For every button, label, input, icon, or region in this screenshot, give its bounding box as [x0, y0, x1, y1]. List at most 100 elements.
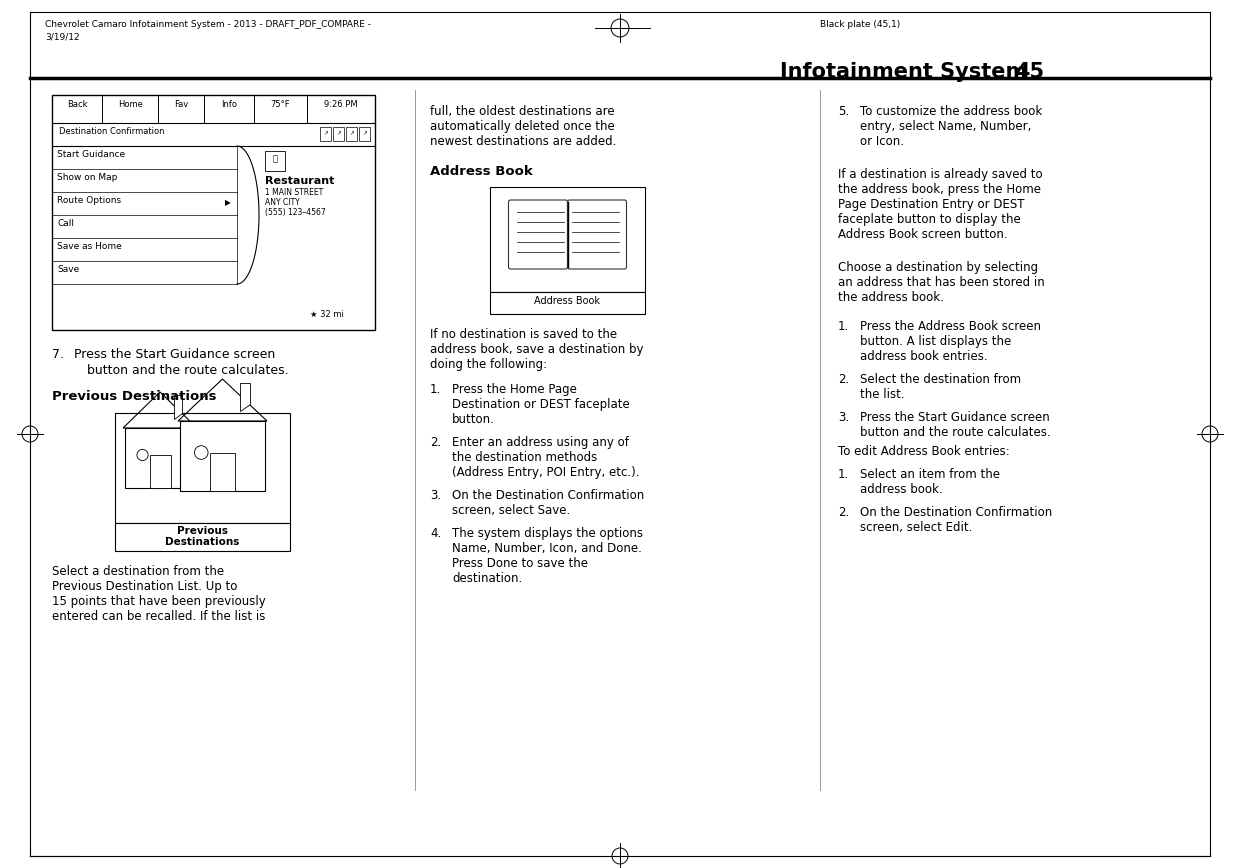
Text: Destination Confirmation: Destination Confirmation: [60, 127, 165, 136]
Text: ⚿: ⚿: [273, 154, 278, 163]
Text: On the Destination Confirmation: On the Destination Confirmation: [861, 506, 1053, 519]
Bar: [490, 187, 645, 292]
Text: Address Book: Address Book: [430, 165, 533, 178]
Text: full, the oldest destinations are: full, the oldest destinations are: [430, 105, 615, 118]
Text: Previous: Previous: [177, 526, 228, 536]
Text: address book entries.: address book entries.: [861, 350, 987, 363]
Text: ↗: ↗: [336, 131, 341, 136]
Bar: [210, 452, 236, 491]
Text: Address Book screen button.: Address Book screen button.: [838, 228, 1008, 241]
Text: button and the route calculates.: button and the route calculates.: [87, 364, 289, 377]
Bar: [115, 523, 290, 551]
Text: Black plate (45,1): Black plate (45,1): [820, 20, 900, 29]
Text: 9:26 PM: 9:26 PM: [324, 100, 357, 109]
Text: screen, select Save.: screen, select Save.: [453, 504, 570, 517]
Bar: [115, 413, 290, 523]
Text: address book, save a destination by: address book, save a destination by: [430, 343, 644, 356]
Text: the destination methods: the destination methods: [453, 451, 598, 464]
Text: the list.: the list.: [861, 388, 905, 401]
Bar: [150, 455, 171, 488]
Bar: [490, 292, 645, 314]
Text: To edit Address Book entries:: To edit Address Book entries:: [838, 445, 1009, 458]
Text: Fav: Fav: [174, 100, 188, 109]
Text: Save as Home: Save as Home: [57, 242, 122, 251]
Text: Save: Save: [57, 265, 79, 274]
Text: Press the Start Guidance screen: Press the Start Guidance screen: [861, 411, 1050, 424]
Text: entered can be recalled. If the list is: entered can be recalled. If the list is: [52, 610, 265, 623]
Text: Press the Start Guidance screen: Press the Start Guidance screen: [74, 348, 275, 361]
Text: Press Done to save the: Press Done to save the: [453, 557, 588, 570]
Text: (555) 123–4567: (555) 123–4567: [265, 208, 326, 217]
Text: The system displays the options: The system displays the options: [453, 527, 644, 540]
Text: 3.: 3.: [838, 411, 849, 424]
Text: address book.: address book.: [861, 483, 942, 496]
Text: button. A list displays the: button. A list displays the: [861, 335, 1012, 348]
Text: 1.: 1.: [838, 320, 849, 333]
Text: destination.: destination.: [453, 572, 522, 585]
Text: 1.: 1.: [838, 468, 849, 481]
Text: Name, Number, Icon, and Done.: Name, Number, Icon, and Done.: [453, 542, 642, 555]
Text: doing the following:: doing the following:: [430, 358, 547, 371]
Text: Show on Map: Show on Map: [57, 173, 118, 182]
Text: Chevrolet Camaro Infotainment System - 2013 - DRAFT_PDF_COMPARE -: Chevrolet Camaro Infotainment System - 2…: [45, 20, 371, 29]
Text: 7.: 7.: [52, 348, 64, 361]
Polygon shape: [174, 395, 182, 419]
FancyBboxPatch shape: [568, 200, 626, 269]
Text: Choose a destination by selecting: Choose a destination by selecting: [838, 261, 1038, 274]
Text: To customize the address book: To customize the address book: [861, 105, 1043, 118]
Text: Start Guidance: Start Guidance: [57, 150, 125, 159]
Text: the address book, press the Home: the address book, press the Home: [838, 183, 1042, 196]
Bar: [180, 421, 265, 491]
Text: ANY CITY: ANY CITY: [265, 198, 300, 207]
Text: Previous Destination List. Up to: Previous Destination List. Up to: [52, 580, 237, 593]
Text: Home: Home: [118, 100, 143, 109]
Text: Restaurant: Restaurant: [265, 176, 335, 186]
Text: Call: Call: [57, 219, 74, 228]
Text: 15 points that have been previously: 15 points that have been previously: [52, 595, 265, 608]
Text: automatically deleted once the: automatically deleted once the: [430, 120, 615, 133]
Text: Press the Home Page: Press the Home Page: [453, 383, 577, 396]
Text: 75°F: 75°F: [270, 100, 290, 109]
Text: Select the destination from: Select the destination from: [861, 373, 1021, 386]
Text: button and the route calculates.: button and the route calculates.: [861, 426, 1050, 439]
Text: Enter an address using any of: Enter an address using any of: [453, 436, 629, 449]
Text: Info: Info: [221, 100, 237, 109]
Text: ↗: ↗: [324, 131, 327, 136]
Bar: [360, 127, 370, 141]
Text: ★ 32 mi: ★ 32 mi: [310, 310, 343, 319]
Text: On the Destination Confirmation: On the Destination Confirmation: [453, 489, 645, 502]
Text: screen, select Edit.: screen, select Edit.: [861, 521, 972, 534]
Text: the address book.: the address book.: [838, 291, 944, 304]
Text: 1 MAIN STREET: 1 MAIN STREET: [265, 188, 324, 197]
Text: Select an item from the: Select an item from the: [861, 468, 999, 481]
Text: Route Options: Route Options: [57, 196, 122, 205]
Text: entry, select Name, Number,: entry, select Name, Number,: [861, 120, 1032, 133]
Text: 45: 45: [1016, 62, 1044, 82]
Bar: [265, 151, 285, 171]
Text: (Address Entry, POI Entry, etc.).: (Address Entry, POI Entry, etc.).: [453, 466, 640, 479]
Text: Address Book: Address Book: [534, 296, 600, 306]
Text: Destinations: Destinations: [165, 537, 239, 547]
Text: ▶: ▶: [224, 198, 231, 207]
Text: If a destination is already saved to: If a destination is already saved to: [838, 168, 1043, 181]
Text: Previous Destinations: Previous Destinations: [52, 390, 217, 403]
FancyBboxPatch shape: [508, 200, 568, 269]
Text: Select a destination from the: Select a destination from the: [52, 565, 224, 578]
Text: faceplate button to display the: faceplate button to display the: [838, 213, 1021, 226]
Text: 2.: 2.: [430, 436, 441, 449]
Text: ↗: ↗: [350, 131, 353, 136]
Polygon shape: [239, 383, 249, 411]
Text: Page Destination Entry or DEST: Page Destination Entry or DEST: [838, 198, 1024, 211]
Bar: [320, 127, 331, 141]
Text: Press the Address Book screen: Press the Address Book screen: [861, 320, 1042, 333]
Text: 4.: 4.: [430, 527, 441, 540]
Text: Infotainment System: Infotainment System: [780, 62, 1027, 82]
Text: Back: Back: [67, 100, 87, 109]
Text: 3/19/12: 3/19/12: [45, 32, 79, 41]
Text: ↗: ↗: [362, 131, 367, 136]
Text: 1.: 1.: [430, 383, 441, 396]
Text: If no destination is saved to the: If no destination is saved to the: [430, 328, 618, 341]
Bar: [52, 95, 374, 330]
Text: 2.: 2.: [838, 373, 849, 386]
Bar: [125, 428, 195, 488]
